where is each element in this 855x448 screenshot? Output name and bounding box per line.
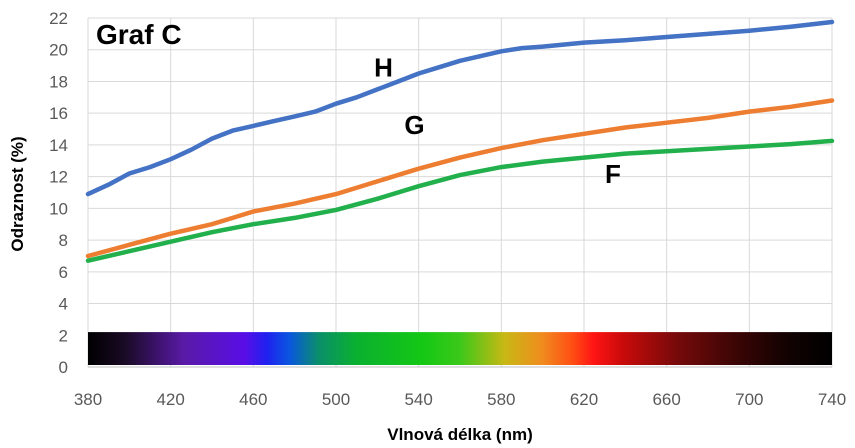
x-tick-label: 740 bbox=[818, 390, 846, 409]
y-tick-label: 12 bbox=[49, 168, 68, 187]
x-tick-label: 660 bbox=[652, 390, 680, 409]
visible-spectrum-band bbox=[88, 332, 832, 365]
series-line-f bbox=[85, 138, 835, 263]
x-tick-label: 380 bbox=[74, 390, 102, 409]
x-tick-label: 620 bbox=[570, 390, 598, 409]
tick-labels: 0 2 4 6 8 10 12 14 16 18 20 22 380 420 460 500 540 580 620… bbox=[49, 9, 846, 409]
y-tick-label: 14 bbox=[49, 136, 68, 155]
x-tick-label: 460 bbox=[239, 390, 267, 409]
y-axis-title: Odraznost (%) bbox=[8, 136, 27, 251]
y-tick-label: 18 bbox=[49, 72, 68, 91]
y-tick-label: 0 bbox=[59, 358, 68, 377]
x-tick-label: 500 bbox=[322, 390, 350, 409]
series-label-h: H bbox=[374, 53, 393, 83]
series-labels: HG F bbox=[374, 53, 621, 189]
y-tick-label: 6 bbox=[59, 263, 68, 282]
series-line-g bbox=[85, 98, 835, 259]
series-label-g: G bbox=[404, 110, 424, 140]
x-tick-label: 420 bbox=[156, 390, 184, 409]
x-tick-label: 700 bbox=[735, 390, 763, 409]
series-label-f: F bbox=[605, 159, 621, 189]
gridlines bbox=[87, 17, 833, 368]
y-tick-label: 2 bbox=[59, 326, 68, 345]
y-tick-label: 16 bbox=[49, 104, 68, 123]
x-axis-title: Vlnová délka (nm) bbox=[387, 425, 532, 444]
y-tick-label: 22 bbox=[49, 9, 68, 28]
data-series bbox=[85, 19, 835, 263]
y-tick-label: 10 bbox=[49, 199, 68, 218]
y-tick-label: 20 bbox=[49, 41, 68, 60]
chart-title: Graf C bbox=[96, 19, 182, 50]
x-tick-label: 540 bbox=[404, 390, 432, 409]
x-tick-label: 580 bbox=[487, 390, 515, 409]
series-line-h bbox=[85, 19, 835, 197]
y-tick-label: 4 bbox=[59, 295, 68, 314]
y-tick-label: 8 bbox=[59, 231, 68, 250]
